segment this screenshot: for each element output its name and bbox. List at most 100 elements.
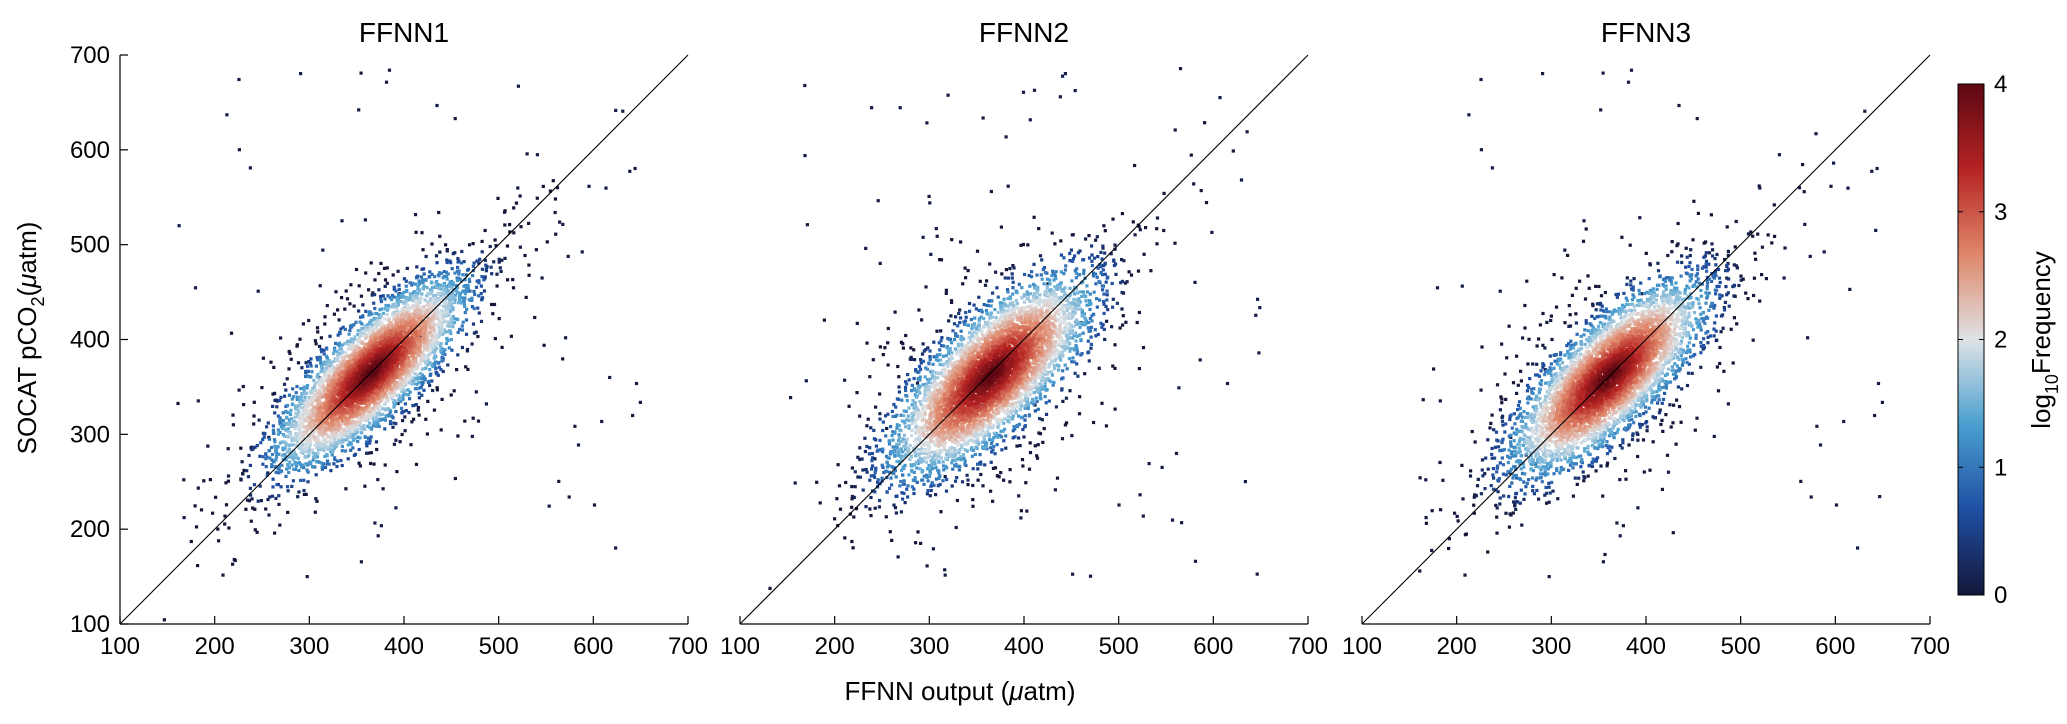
density-point [273,531,277,535]
density-point [497,257,501,261]
density-point [307,318,311,323]
density-point [404,297,408,301]
density-point [299,478,303,482]
density-point [323,454,327,458]
density-point [333,417,338,421]
density-point [276,414,280,418]
density-point [365,444,369,448]
density-point [368,385,372,389]
density-point [312,455,316,459]
density-point [372,421,376,425]
density-point [397,326,401,330]
density-point [366,353,370,357]
density-point [365,342,369,346]
density-point [438,312,442,317]
density-point [405,367,409,371]
density-point [318,355,322,359]
density-point [545,240,549,244]
density-point [360,322,364,326]
density-point [500,258,504,262]
density-point [356,430,360,434]
density-point [375,341,379,345]
density-point [373,416,377,420]
density-point [417,300,421,304]
density-point [412,306,416,310]
density-point [293,427,297,431]
density-point [420,317,424,321]
density-point [359,71,363,75]
density-point [398,396,402,400]
density-point [415,331,419,335]
density-point [396,368,400,372]
density-point [314,473,318,477]
density-point [303,398,307,402]
density-point [472,307,476,311]
density-point [305,419,310,423]
density-point [338,373,342,377]
density-point [317,389,321,393]
density-point [285,467,289,471]
density-point [323,361,327,365]
density-point [301,425,305,429]
density-point [384,401,388,405]
density-point [401,350,406,355]
density-point [482,289,486,293]
density-point [415,387,419,391]
density-point [396,292,400,297]
density-point [381,311,385,315]
density-point [356,361,360,365]
density-point [318,284,322,288]
density-point [576,443,581,447]
density-point [329,443,333,447]
density-point [436,307,440,311]
density-point [402,290,406,294]
density-point [379,384,383,388]
density-point [404,300,408,304]
density-point [275,452,279,456]
density-point [416,341,420,345]
density-point [343,432,347,436]
density-point [409,366,413,370]
density-point [365,440,369,444]
density-point [386,339,390,343]
density-point [409,339,413,343]
density-point [320,432,324,436]
density-point [377,321,381,326]
density-point [224,481,228,485]
density-point [278,416,282,420]
density-point [333,422,337,426]
density-point [305,386,309,390]
density-point [400,293,404,297]
density-point [422,284,426,288]
density-point [375,447,379,452]
density-point [386,323,391,327]
density-point [307,451,311,455]
density-point [435,302,439,306]
density-point [372,350,376,354]
density-point [351,368,356,372]
density-point [412,340,416,344]
density-point [444,319,448,324]
density-point [353,414,357,418]
density-point [325,386,329,390]
density-point [317,415,321,419]
density-point [288,460,292,464]
density-point [375,416,379,420]
density-point [318,427,322,431]
density-point [301,412,305,417]
density-point [226,447,230,451]
density-point [286,463,290,467]
density-point [322,414,327,418]
density-point [350,400,354,404]
density-point [335,349,339,354]
density-point [296,495,300,499]
density-point [484,263,488,267]
density-point [391,425,395,429]
density-point [292,450,296,454]
density-point [416,308,420,312]
density-point [347,377,351,381]
density-point [427,379,431,384]
density-point [346,443,350,447]
density-point [343,419,347,423]
density-point [441,369,445,374]
